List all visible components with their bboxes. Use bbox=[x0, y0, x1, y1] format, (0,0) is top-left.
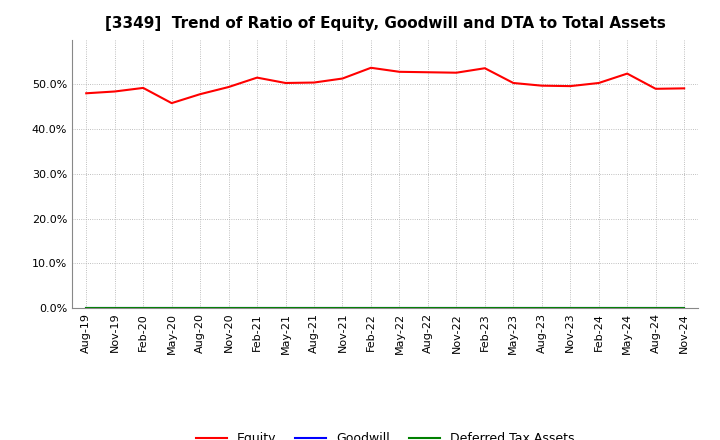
Deferred Tax Assets bbox=[537, 305, 546, 311]
Goodwill bbox=[310, 305, 318, 311]
Goodwill bbox=[680, 305, 688, 311]
Deferred Tax Assets bbox=[566, 305, 575, 311]
Title: [3349]  Trend of Ratio of Equity, Goodwill and DTA to Total Assets: [3349] Trend of Ratio of Equity, Goodwil… bbox=[105, 16, 665, 32]
Deferred Tax Assets bbox=[480, 305, 489, 311]
Equity bbox=[196, 92, 204, 97]
Deferred Tax Assets bbox=[366, 305, 375, 311]
Goodwill bbox=[253, 305, 261, 311]
Equity bbox=[680, 86, 688, 91]
Goodwill bbox=[110, 305, 119, 311]
Equity bbox=[225, 84, 233, 90]
Deferred Tax Assets bbox=[282, 305, 290, 311]
Equity bbox=[623, 71, 631, 76]
Equity bbox=[310, 80, 318, 85]
Deferred Tax Assets bbox=[110, 305, 119, 311]
Deferred Tax Assets bbox=[139, 305, 148, 311]
Goodwill bbox=[282, 305, 290, 311]
Equity bbox=[139, 85, 148, 91]
Equity bbox=[595, 81, 603, 86]
Equity bbox=[423, 70, 432, 75]
Goodwill bbox=[652, 305, 660, 311]
Equity bbox=[253, 75, 261, 80]
Goodwill bbox=[167, 305, 176, 311]
Deferred Tax Assets bbox=[423, 305, 432, 311]
Goodwill bbox=[366, 305, 375, 311]
Deferred Tax Assets bbox=[82, 305, 91, 311]
Deferred Tax Assets bbox=[338, 305, 347, 311]
Goodwill bbox=[595, 305, 603, 311]
Equity bbox=[652, 86, 660, 92]
Equity bbox=[537, 83, 546, 88]
Goodwill bbox=[566, 305, 575, 311]
Goodwill bbox=[338, 305, 347, 311]
Deferred Tax Assets bbox=[167, 305, 176, 311]
Goodwill bbox=[225, 305, 233, 311]
Equity bbox=[82, 91, 91, 96]
Equity bbox=[167, 100, 176, 106]
Goodwill bbox=[480, 305, 489, 311]
Equity bbox=[452, 70, 461, 75]
Line: Equity: Equity bbox=[86, 68, 684, 103]
Equity bbox=[395, 69, 404, 74]
Deferred Tax Assets bbox=[595, 305, 603, 311]
Deferred Tax Assets bbox=[452, 305, 461, 311]
Equity bbox=[480, 66, 489, 71]
Goodwill bbox=[82, 305, 91, 311]
Deferred Tax Assets bbox=[253, 305, 261, 311]
Equity bbox=[566, 84, 575, 89]
Deferred Tax Assets bbox=[652, 305, 660, 311]
Goodwill bbox=[196, 305, 204, 311]
Deferred Tax Assets bbox=[395, 305, 404, 311]
Deferred Tax Assets bbox=[196, 305, 204, 311]
Goodwill bbox=[139, 305, 148, 311]
Legend: Equity, Goodwill, Deferred Tax Assets: Equity, Goodwill, Deferred Tax Assets bbox=[191, 427, 580, 440]
Deferred Tax Assets bbox=[310, 305, 318, 311]
Goodwill bbox=[395, 305, 404, 311]
Goodwill bbox=[537, 305, 546, 311]
Goodwill bbox=[509, 305, 518, 311]
Deferred Tax Assets bbox=[225, 305, 233, 311]
Goodwill bbox=[452, 305, 461, 311]
Deferred Tax Assets bbox=[509, 305, 518, 311]
Equity bbox=[338, 76, 347, 81]
Equity bbox=[282, 81, 290, 86]
Equity bbox=[509, 81, 518, 86]
Equity bbox=[110, 89, 119, 94]
Deferred Tax Assets bbox=[623, 305, 631, 311]
Goodwill bbox=[423, 305, 432, 311]
Equity bbox=[366, 65, 375, 70]
Deferred Tax Assets bbox=[680, 305, 688, 311]
Goodwill bbox=[623, 305, 631, 311]
